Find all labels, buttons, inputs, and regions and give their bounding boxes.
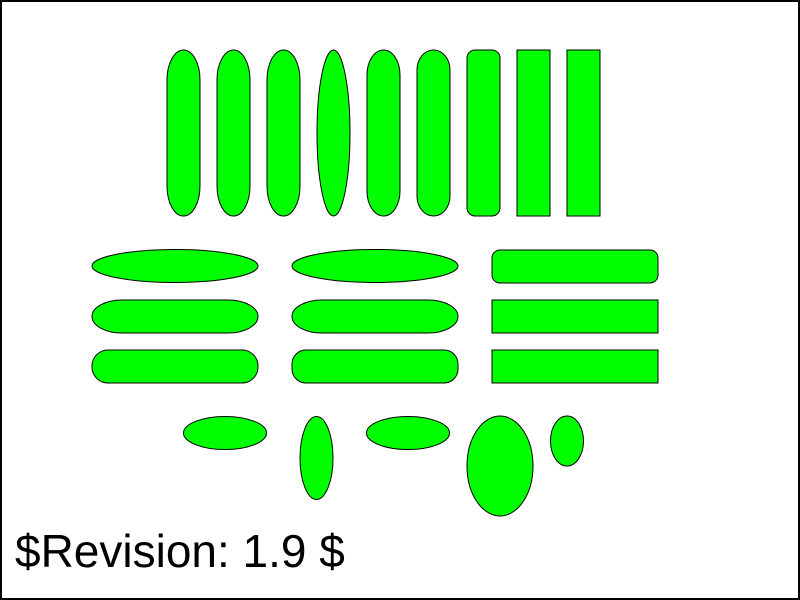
vertical-rounded-rect-6 [466, 49, 501, 217]
horizontal-rect-1 [491, 299, 659, 334]
horizontal-rounded-rect-5 [491, 249, 659, 284]
horizontal-rounded-rect-4 [291, 349, 459, 384]
vertical-ellipse [316, 49, 351, 217]
vertical-rect-2 [566, 49, 601, 217]
shapes-group [91, 49, 659, 517]
horizontal-rect-2 [491, 349, 659, 384]
horizontal-rounded-rect-2 [91, 349, 259, 384]
small-ellipse-tall-1 [299, 416, 334, 500]
vertical-rounded-rect-2 [216, 49, 251, 217]
vertical-rounded-rect-4 [366, 49, 401, 217]
large-ellipse [466, 415, 534, 517]
horizontal-ellipse-1 [91, 249, 259, 283]
revision-label: $Revision: 1.9 $ [15, 525, 345, 577]
small-ellipse-wide-2 [366, 416, 450, 450]
vertical-rounded-rect-5 [416, 49, 451, 217]
vertical-rounded-rect-3 [266, 49, 301, 217]
small-ellipse-tall-2 [550, 415, 584, 467]
vertical-rect-1 [516, 49, 551, 217]
horizontal-rounded-rect-3 [291, 299, 459, 334]
horizontal-ellipse-2 [291, 249, 459, 283]
vertical-rounded-rect-1 [166, 49, 201, 217]
small-ellipse-wide-1 [183, 416, 267, 450]
horizontal-rounded-rect-1 [91, 299, 259, 334]
